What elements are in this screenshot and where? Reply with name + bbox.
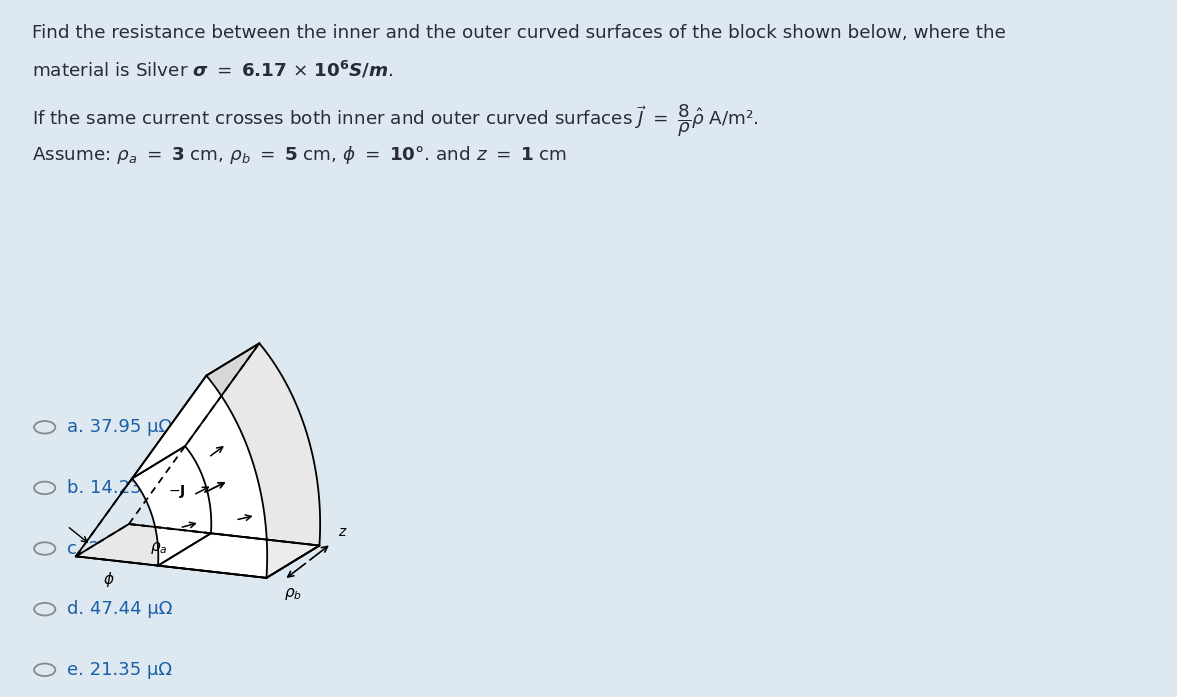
Polygon shape — [75, 524, 319, 578]
Text: $\rho_b$: $\rho_b$ — [284, 586, 302, 602]
Polygon shape — [233, 382, 288, 420]
Polygon shape — [147, 469, 200, 504]
Polygon shape — [137, 452, 191, 486]
Polygon shape — [147, 471, 201, 506]
Polygon shape — [135, 450, 189, 484]
Text: a. 37.95 μΩ: a. 37.95 μΩ — [67, 418, 172, 436]
Polygon shape — [267, 505, 320, 544]
Polygon shape — [267, 517, 320, 555]
Polygon shape — [158, 531, 211, 565]
Text: $\phi$: $\phi$ — [102, 569, 114, 589]
Polygon shape — [266, 539, 320, 578]
Polygon shape — [151, 480, 205, 515]
Polygon shape — [157, 504, 211, 539]
Text: Assume: $\rho_a\ =\ \mathbf{3}$ cm, $\rho_b\ =\ \mathbf{5}$ cm, $\phi\ =\ \mathb: Assume: $\rho_a\ =\ \mathbf{3}$ cm, $\rh… — [32, 144, 567, 167]
Polygon shape — [266, 494, 319, 532]
Polygon shape — [264, 477, 318, 515]
Text: z: z — [339, 525, 346, 539]
Polygon shape — [132, 376, 267, 578]
Polygon shape — [245, 407, 299, 444]
Polygon shape — [265, 482, 318, 521]
Text: c. 28.46 μΩ: c. 28.46 μΩ — [67, 539, 171, 558]
Polygon shape — [132, 344, 259, 478]
Polygon shape — [141, 459, 195, 493]
Polygon shape — [248, 417, 304, 454]
Polygon shape — [140, 457, 194, 491]
Polygon shape — [261, 466, 315, 503]
Text: material is Silver $\boldsymbol{\sigma}$ $=$ $\mathbf{6.17}$ $\times$ $\mathbf{1: material is Silver $\boldsymbol{\sigma}$… — [32, 59, 393, 80]
Polygon shape — [219, 360, 274, 397]
Text: $\rho_a$: $\rho_a$ — [149, 540, 167, 556]
Polygon shape — [210, 347, 266, 383]
Polygon shape — [154, 491, 208, 526]
Polygon shape — [155, 494, 208, 529]
Polygon shape — [158, 521, 211, 556]
Polygon shape — [257, 443, 311, 482]
Polygon shape — [142, 461, 197, 496]
Text: Find the resistance between the inner and the outer curved surfaces of the block: Find the resistance between the inner an… — [32, 24, 1005, 43]
Polygon shape — [151, 478, 204, 512]
Polygon shape — [158, 526, 211, 560]
Polygon shape — [132, 446, 186, 480]
Polygon shape — [206, 344, 262, 380]
Polygon shape — [157, 501, 210, 536]
Polygon shape — [152, 482, 206, 517]
Polygon shape — [149, 475, 204, 510]
Polygon shape — [221, 364, 278, 401]
Polygon shape — [267, 534, 320, 572]
Text: If the same current crosses both inner and outer curved surfaces $\vec{J}\ =\ \d: If the same current crosses both inner a… — [32, 102, 758, 139]
Polygon shape — [157, 499, 210, 534]
Polygon shape — [148, 473, 202, 508]
Polygon shape — [230, 378, 286, 415]
Polygon shape — [267, 511, 320, 549]
Polygon shape — [252, 427, 307, 465]
Text: $-\mathbf{J}$: $-\mathbf{J}$ — [168, 482, 186, 500]
Polygon shape — [133, 448, 188, 482]
Polygon shape — [154, 489, 207, 524]
Polygon shape — [146, 467, 200, 502]
Polygon shape — [262, 471, 317, 510]
Polygon shape — [158, 511, 211, 546]
Polygon shape — [139, 455, 193, 489]
Polygon shape — [240, 397, 295, 434]
Polygon shape — [158, 506, 211, 541]
Polygon shape — [138, 453, 192, 487]
Polygon shape — [185, 344, 320, 546]
Polygon shape — [267, 523, 320, 560]
Polygon shape — [251, 422, 305, 460]
Polygon shape — [258, 449, 312, 487]
Polygon shape — [235, 387, 291, 424]
Polygon shape — [215, 355, 272, 392]
Text: e. 21.35 μΩ: e. 21.35 μΩ — [67, 661, 172, 679]
Polygon shape — [259, 454, 313, 492]
Polygon shape — [225, 369, 280, 406]
Polygon shape — [158, 533, 319, 578]
Polygon shape — [158, 514, 211, 549]
Polygon shape — [145, 465, 199, 499]
Text: d. 47.44 μΩ: d. 47.44 μΩ — [67, 600, 173, 618]
Text: b. 14.231 μΩ: b. 14.231 μΩ — [67, 479, 184, 497]
Polygon shape — [254, 433, 308, 470]
Polygon shape — [265, 488, 319, 526]
Polygon shape — [144, 463, 198, 498]
Polygon shape — [153, 484, 206, 519]
Polygon shape — [227, 373, 282, 410]
Polygon shape — [158, 519, 211, 553]
Polygon shape — [158, 528, 211, 563]
Polygon shape — [158, 509, 211, 544]
Polygon shape — [260, 460, 314, 498]
Polygon shape — [246, 412, 301, 450]
Polygon shape — [242, 401, 298, 439]
Polygon shape — [158, 523, 211, 558]
Polygon shape — [213, 351, 268, 388]
Polygon shape — [153, 487, 207, 521]
Polygon shape — [267, 528, 320, 567]
Polygon shape — [266, 500, 320, 537]
Polygon shape — [155, 496, 210, 531]
Polygon shape — [238, 392, 293, 429]
Polygon shape — [158, 516, 211, 551]
Polygon shape — [255, 438, 310, 476]
